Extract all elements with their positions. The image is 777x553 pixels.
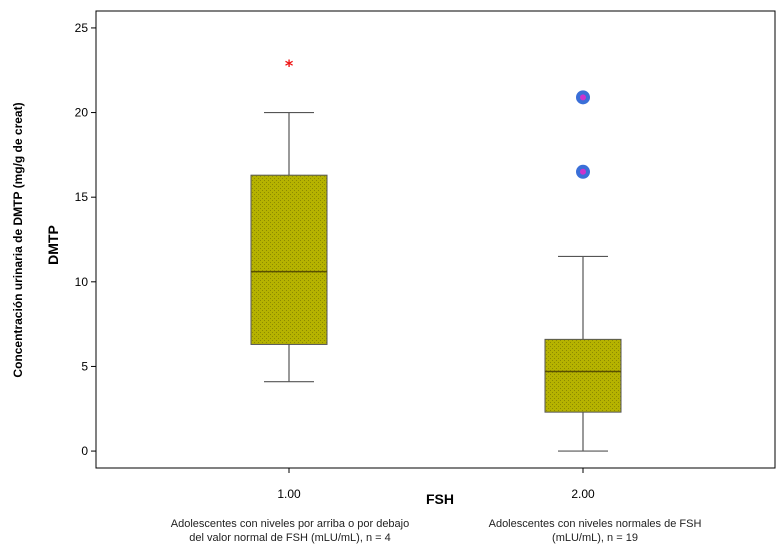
group1-caption-line2: del valor normal de FSH (mLU/mL), n = 4 (189, 532, 391, 544)
y-tick-label: 20 (75, 106, 89, 120)
iqr-box (544, 338, 622, 413)
group1-caption-line1: Adolescentes con niveles por arriba o po… (170, 518, 410, 530)
y-axis-label: Concentración urinaria de DMTP (mg/g de … (11, 102, 25, 377)
group2-caption-line1: Adolescentes con niveles normales de FSH (488, 518, 702, 530)
plot-frame (95, 10, 776, 469)
group2-caption-line2: (mLU/mL), n = 19 (552, 532, 638, 544)
y-axis: 0 5 10 15 20 25 (75, 21, 96, 458)
extreme-point: * (285, 56, 294, 75)
x-axis-label: FSH (426, 491, 454, 507)
y-tick-label: 0 (81, 444, 88, 458)
y-tick-label: 10 (75, 275, 89, 289)
iqr-box (250, 174, 328, 345)
outlier-point-center (580, 168, 586, 175)
x-tick-label: 2.00 (571, 487, 595, 501)
x-axis: 1.00 2.00 (277, 468, 595, 501)
y-tick-label: 15 (75, 190, 89, 204)
group1-caption: Adolescentes con niveles por arriba o po… (100, 517, 480, 545)
y-axis-label-short: DMTP (45, 225, 61, 265)
y-tick-label: 5 (81, 359, 88, 373)
x-tick-label: 1.00 (277, 487, 301, 501)
group2-caption: Adolescentes con niveles normales de FSH… (430, 517, 760, 545)
box-series: * (250, 56, 622, 452)
outlier-point-center (580, 94, 586, 101)
y-tick-label: 25 (75, 21, 89, 35)
